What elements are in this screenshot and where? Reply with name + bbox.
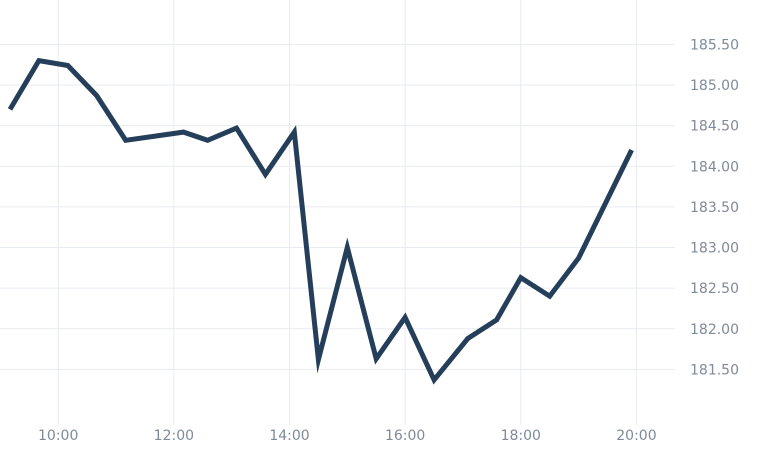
- data-point: [8, 107, 13, 112]
- y-tick-label: 183.00: [690, 241, 739, 257]
- x-tick-label: 18:00: [501, 428, 541, 444]
- data-point: [94, 93, 99, 98]
- data-point: [263, 172, 268, 177]
- data-point: [576, 256, 581, 261]
- x-tick-label: 16:00: [385, 428, 425, 444]
- data-point: [292, 130, 297, 135]
- data-point: [518, 275, 523, 280]
- data-point: [494, 317, 499, 322]
- data-point: [36, 58, 41, 63]
- y-tick-label: 183.50: [690, 200, 739, 216]
- y-tick-label: 184.50: [690, 119, 739, 135]
- data-point: [547, 294, 552, 299]
- grid: [0, 0, 675, 425]
- data-point: [403, 315, 408, 320]
- data-point: [65, 63, 70, 68]
- x-tick-label: 20:00: [616, 428, 656, 444]
- y-axis-ticks: 181.50 182.00 182.50 183.00 183.50 184.00 184.…: [690, 37, 739, 378]
- y-tick-label: 185.50: [690, 37, 739, 53]
- data-point: [205, 138, 210, 143]
- x-axis-ticks: 10:00 12:00 14:00 16:00 18:00 20:00: [38, 428, 657, 444]
- x-tick-label: 10:00: [38, 428, 78, 444]
- x-tick-label: 12:00: [154, 428, 194, 444]
- data-point: [629, 148, 634, 153]
- y-tick-label: 182.00: [690, 322, 739, 338]
- y-tick-label: 184.00: [690, 159, 739, 175]
- data-point: [345, 245, 350, 250]
- y-tick-label: 182.50: [690, 281, 739, 297]
- series-line: [7, 57, 634, 385]
- data-point: [123, 138, 128, 143]
- y-tick-label: 181.50: [690, 362, 739, 378]
- data-point: [465, 336, 470, 341]
- data-point: [181, 130, 186, 135]
- data-point: [432, 377, 437, 382]
- series-layer: [7, 57, 634, 385]
- data-point: [316, 357, 321, 362]
- data-point: [374, 356, 379, 361]
- data-point: [234, 126, 239, 131]
- y-tick-label: 185.00: [690, 78, 739, 94]
- x-tick-label: 14:00: [269, 428, 309, 444]
